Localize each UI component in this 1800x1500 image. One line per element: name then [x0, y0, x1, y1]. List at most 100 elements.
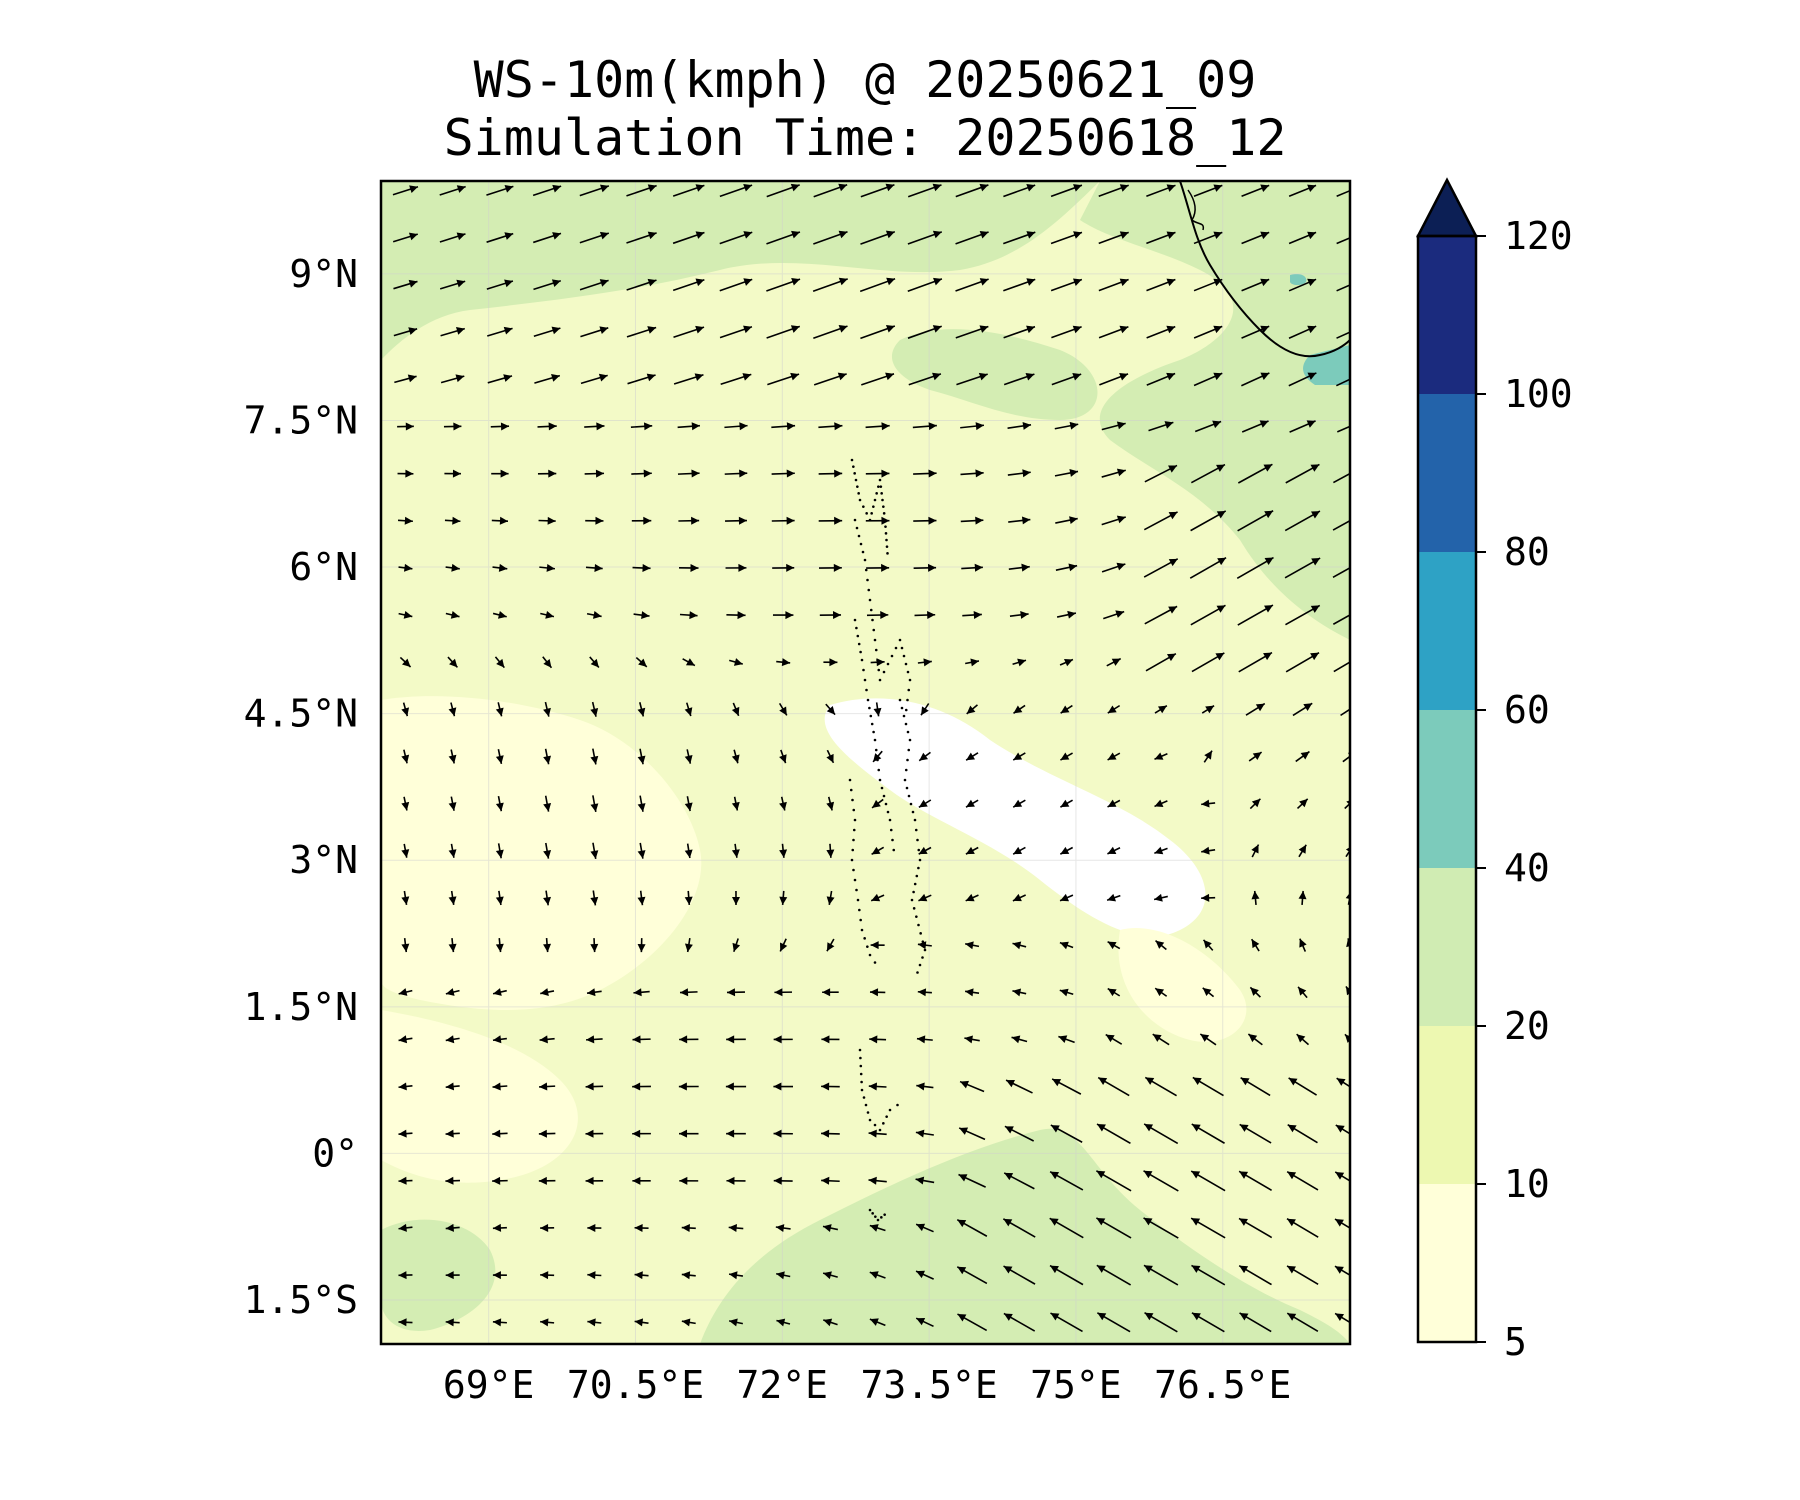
wind-arrow: [1059, 846, 1074, 855]
wind-arrow: [1101, 515, 1126, 526]
wind-arrow: [1154, 846, 1168, 855]
island-dot: [885, 538, 888, 542]
wind-arrow: [492, 1129, 508, 1138]
wind-arrow: [726, 1035, 746, 1044]
wind-arrow: [1155, 940, 1167, 951]
wind-arrow: [487, 326, 513, 337]
wind-arrow: [401, 843, 410, 858]
wind-arrow: [728, 1318, 744, 1327]
wind-arrow: [865, 469, 890, 478]
wind-arrow: [779, 843, 788, 858]
island-dot: [865, 688, 868, 692]
island-dot: [884, 525, 887, 528]
wind-arrow: [679, 1176, 699, 1185]
island-dot: [902, 654, 906, 658]
wind-arrow: [398, 610, 413, 619]
colorbar-label: 100: [1504, 372, 1573, 416]
wind-arrow: [1101, 421, 1126, 431]
wind-arrow: [1238, 1264, 1272, 1286]
wind-arrow: [1251, 890, 1260, 905]
island-dot: [907, 748, 911, 752]
wind-arrow: [679, 611, 698, 620]
wind-arrow: [1190, 510, 1227, 532]
island-dot: [878, 1128, 882, 1132]
wind-arrow: [672, 278, 705, 292]
island-dot: [874, 648, 878, 652]
wind-arrow: [1299, 938, 1307, 952]
wind-arrow: [448, 938, 457, 953]
wind-arrow: [918, 893, 932, 902]
wind-arrow: [543, 748, 552, 765]
island-dot: [859, 1056, 862, 1060]
island-dot: [855, 888, 858, 892]
wind-arrow: [492, 610, 507, 619]
island-dot: [886, 810, 890, 814]
wind-arrow: [813, 230, 848, 245]
island-dot: [877, 768, 881, 772]
speed-zone-calm-west: [381, 696, 702, 1010]
island-dot: [918, 858, 922, 862]
wind-arrow: [719, 325, 753, 339]
wind-arrow: [681, 1271, 696, 1280]
island-dot: [904, 662, 908, 666]
wind-arrow: [397, 516, 413, 525]
wind-arrow: [684, 702, 693, 717]
y-tick-label: 0°: [312, 1131, 358, 1175]
wind-arrow: [1191, 1123, 1225, 1144]
wind-arrow: [1193, 278, 1223, 292]
wind-arrow: [731, 796, 740, 811]
wind-arrow: [1055, 563, 1078, 572]
wind-arrow: [766, 183, 800, 198]
wind-arrow: [1007, 422, 1032, 430]
island-dot: [891, 838, 894, 842]
wind-arrow: [587, 1318, 602, 1327]
wind-arrow: [956, 1219, 988, 1237]
island-dot: [852, 868, 855, 872]
wind-arrow: [869, 1224, 886, 1232]
wind-arrow: [719, 184, 753, 198]
island-dot: [858, 1048, 862, 1052]
wind-arrow: [637, 890, 646, 906]
island-dot: [894, 646, 898, 650]
wind-arrow: [869, 1318, 886, 1327]
wind-arrow: [1191, 1312, 1225, 1333]
wind-arrow: [585, 1082, 604, 1091]
wind-arrow: [494, 656, 505, 669]
wind-arrow: [773, 1129, 793, 1138]
wind-arrow: [1237, 463, 1273, 484]
wind-arrow: [398, 1176, 413, 1185]
wind-arrow: [1190, 1217, 1226, 1239]
wind-arrow: [393, 279, 418, 290]
wind-arrow: [1191, 652, 1225, 673]
island-dot: [852, 828, 856, 832]
island-dot: [862, 1096, 866, 1099]
wind-arrow: [1060, 704, 1073, 714]
wind-arrow: [1296, 1033, 1310, 1046]
wind-arrow: [585, 516, 604, 525]
wind-arrow: [1193, 372, 1223, 387]
wind-arrow: [962, 610, 982, 619]
wind-arrow: [1146, 231, 1176, 245]
wind-arrow: [448, 796, 457, 811]
island-dot: [913, 882, 917, 886]
wind-arrow: [590, 842, 599, 859]
island-dot: [906, 758, 909, 762]
wind-arrow: [1007, 469, 1031, 478]
island-dot: [875, 492, 878, 495]
wind-arrow: [1191, 1264, 1226, 1286]
wind-arrow: [1012, 752, 1026, 761]
island-dot: [865, 512, 868, 515]
colorbar-label: 5: [1504, 1320, 1527, 1364]
wind-arrow: [537, 469, 557, 478]
colorbar-border: [1416, 234, 1478, 1344]
wind-arrow: [868, 1176, 887, 1185]
wind-arrow: [447, 656, 459, 668]
island-dot: [884, 802, 888, 806]
wind-arrow: [445, 1318, 460, 1327]
island-dot: [898, 698, 902, 702]
wind-arrow: [912, 422, 937, 431]
wind-arrow: [776, 1271, 791, 1280]
island-dot: [872, 628, 876, 632]
wind-arrow: [1154, 987, 1168, 997]
wind-arrow: [1107, 940, 1121, 950]
